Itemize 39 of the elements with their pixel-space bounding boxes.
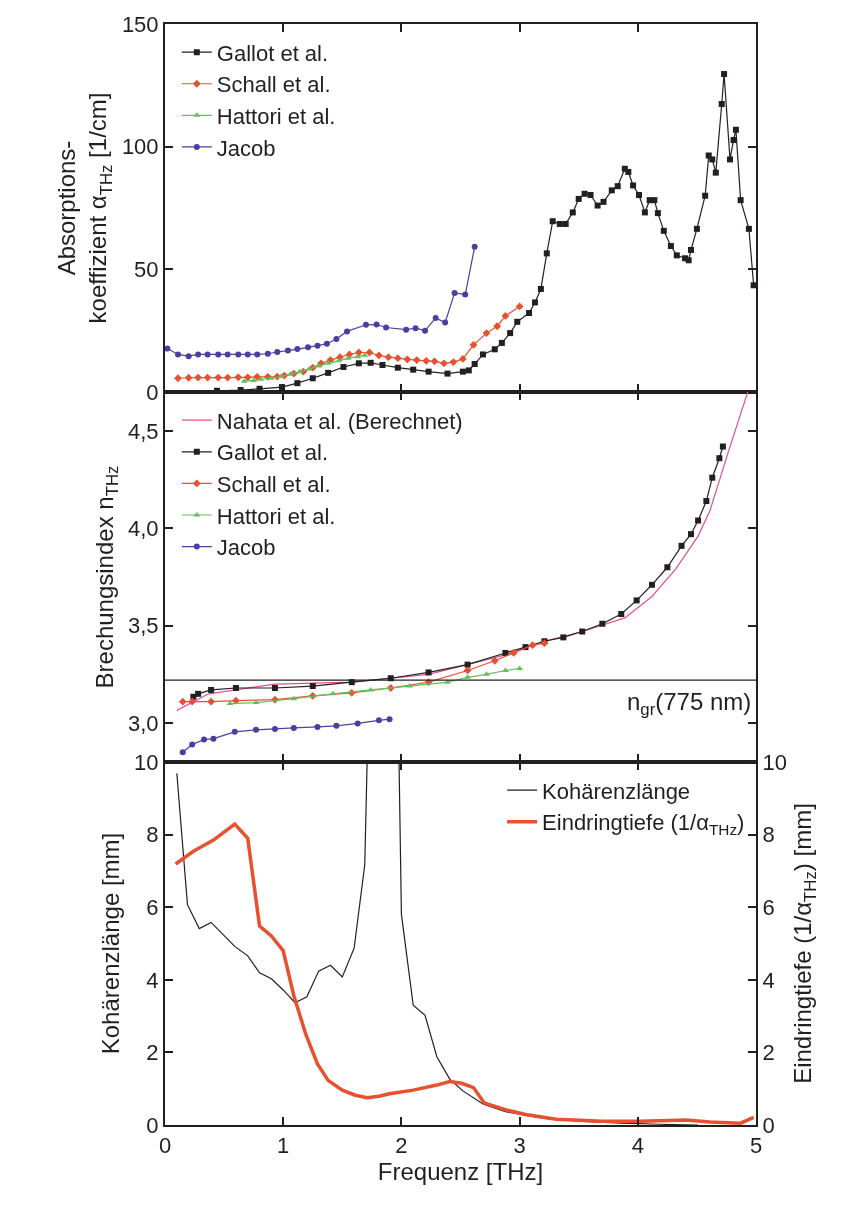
y-tick-label: 4,5 (128, 418, 159, 444)
y-axis-title: Kohärenzlänge [mm] (96, 832, 124, 1055)
x-tick-label: 2 (395, 1133, 408, 1159)
x-tick-label: 3 (513, 1133, 526, 1159)
y2-tick-label: 6 (762, 894, 775, 920)
y-tick-label: 0 (146, 1112, 159, 1138)
legend-label: Schall et al. (216, 72, 331, 98)
y2-tick-label: 0 (762, 1112, 775, 1138)
legend-label: Eindringtiefe (1/α$_{THz}$) (542, 810, 745, 838)
y2-tick-label: 4 (762, 967, 775, 993)
y2-tick-label: 2 (762, 1040, 775, 1066)
y-tick-label: 8 (146, 822, 159, 848)
y-tick-label: 3,0 (128, 710, 159, 736)
legend-label: Gallot et al. (216, 440, 329, 466)
y-tick-label: 0 (146, 379, 159, 405)
legend-label: Hattori et al. (216, 103, 336, 129)
legend-label: Gallot et al. (216, 40, 329, 66)
legend-label: Hattori et al. (216, 503, 336, 529)
y2-tick-label: 10 (762, 749, 787, 775)
y-tick-label: 4,0 (128, 516, 159, 542)
y-tick-label: 10 (134, 749, 159, 775)
y-tick-label: 50 (134, 257, 159, 283)
y-tick-label: 4 (146, 967, 159, 993)
legend-label: Nahata et al. (Berechnet) (216, 408, 463, 434)
y-tick-label: 2 (146, 1040, 159, 1066)
legend-label: Schall et al. (216, 471, 331, 497)
x-axis-title: Frequenz [THz] (377, 1158, 544, 1186)
y-tick-label: 3,5 (128, 613, 159, 639)
y-tick-label: 100 (121, 134, 159, 160)
x-tick-label: 1 (277, 1133, 290, 1159)
legend-label: Jacob (216, 535, 276, 561)
x-tick-label: 5 (749, 1133, 763, 1159)
y2-tick-label: 8 (762, 822, 775, 848)
y-tick-label: 150 (121, 11, 159, 37)
legend-label: Kohärenzlänge (542, 778, 691, 804)
x-tick-label: 4 (631, 1133, 644, 1159)
y-tick-label: 6 (146, 894, 159, 920)
legend-label: Jacob (216, 135, 276, 161)
ref-line-label: n$_{gr}$(775 nm) (627, 688, 752, 720)
